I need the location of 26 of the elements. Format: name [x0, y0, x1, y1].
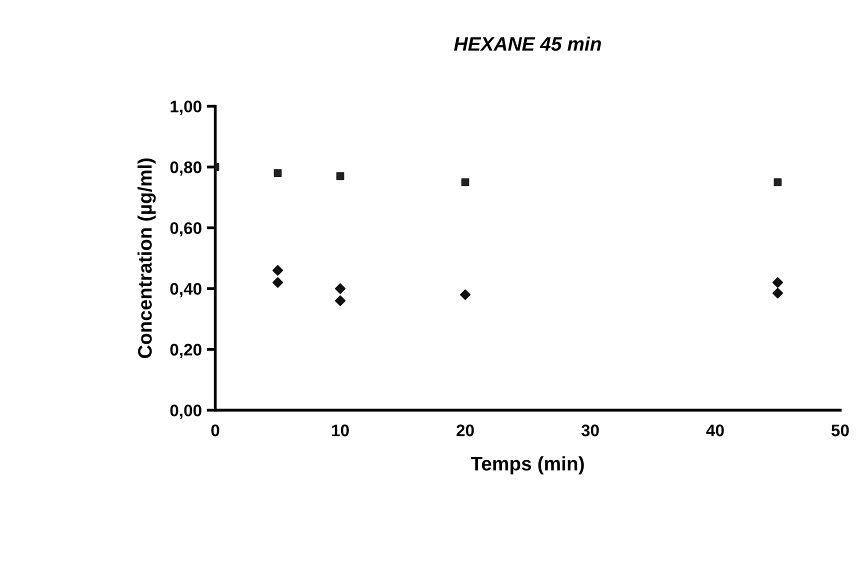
- point: [334, 283, 346, 294]
- y-tick-label: 1,00: [170, 100, 202, 115]
- point: [274, 169, 282, 178]
- y-axis-title: Concentration (µg/ml): [138, 158, 156, 358]
- x-tick-label: 40: [706, 424, 724, 436]
- x-tick-label: 20: [456, 424, 474, 436]
- point: [461, 178, 470, 186]
- point: [774, 178, 782, 186]
- point: [772, 288, 784, 298]
- point: [272, 277, 284, 288]
- chart-title: HEXANE 45 min: [454, 36, 601, 51]
- y-tick-label: 0,00: [170, 404, 202, 419]
- point: [336, 172, 344, 180]
- point: [272, 265, 284, 276]
- x-tick-label: 50: [831, 424, 849, 436]
- x-axis-title: Temps (min): [470, 456, 584, 474]
- y-tick-label: 0,60: [170, 222, 202, 236]
- x-tick-label: 0: [211, 424, 220, 436]
- x-tick-label: 10: [332, 424, 349, 436]
- x-tick-label: 30: [581, 424, 599, 436]
- point: [460, 289, 471, 300]
- point: [772, 277, 784, 288]
- y-tick-label: 0,20: [170, 344, 202, 358]
- y-tick-label: 0,40: [170, 283, 202, 298]
- y-tick-label: 0,80: [170, 161, 202, 176]
- point: [334, 295, 346, 306]
